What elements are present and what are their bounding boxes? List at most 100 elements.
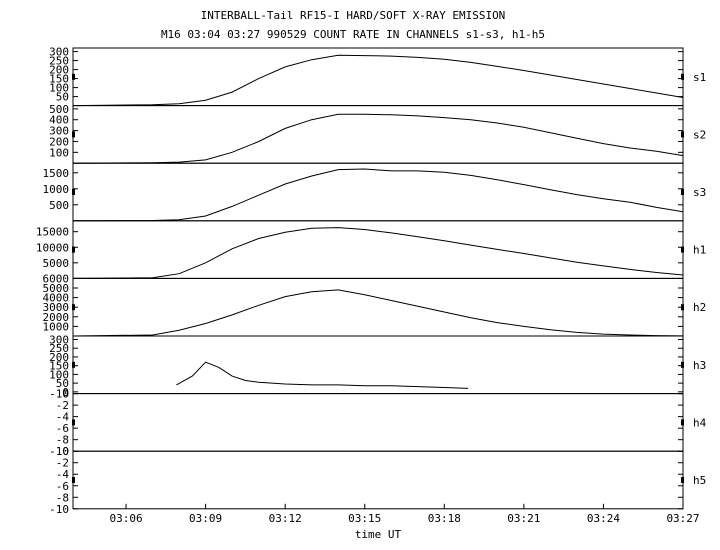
y-tick-label-s2: 400 <box>49 114 69 127</box>
y-tick-label-h4: -8 <box>56 434 69 447</box>
panel-label-h1: h1 <box>693 244 706 257</box>
y-tick-label-s2: 300 <box>49 125 69 138</box>
x-tick-label: 03:12 <box>269 512 302 525</box>
y-tick-label-h3: 0 <box>62 386 69 399</box>
chart-subtitle: M16 03:04 03:27 990529 COUNT RATE IN CHA… <box>161 28 545 41</box>
y-tick-label-h1: 5000 <box>43 257 70 270</box>
panel-label-h3: h3 <box>693 359 706 372</box>
panel-frame-s3 <box>72 162 684 222</box>
panel-frame-h4 <box>72 393 684 452</box>
x-tick-label: 03:15 <box>348 512 381 525</box>
y-tick-label-h1: 10000 <box>36 241 69 254</box>
y-tick-label-h4: 0 <box>62 388 69 401</box>
x-axis: 03:06 03:09 03:12 03:15 03:18 03:21 03:24 03:27 <box>109 503 700 525</box>
panel-marker-left <box>72 477 75 483</box>
panel-label-h2: h2 <box>693 301 706 314</box>
y-tick-label-h2: 6000 <box>43 272 70 285</box>
panel-label-h5: h5 <box>693 474 706 487</box>
panel-marker-right <box>681 246 684 253</box>
y-tick-label-h3: 50 <box>56 377 69 390</box>
y-tick-label-s3: 1000 <box>43 183 70 196</box>
panel-label-s3: s3 <box>693 186 706 199</box>
series-line-s3 <box>72 168 684 222</box>
series-line-s1 <box>72 54 684 107</box>
y-tick-label-s1: 250 <box>49 55 69 68</box>
y-tick-label-h3: -10 <box>49 388 69 401</box>
y-tick-label-h2: 1000 <box>43 320 70 333</box>
y-tick-label-h4: -10 <box>49 445 69 458</box>
y-tick-label-h5: 0 <box>62 445 69 458</box>
panel-marker-right <box>681 73 684 80</box>
panel-marker-left <box>72 246 75 253</box>
chart-title: INTERBALL-Tail RF15-I HARD/SOFT X-RAY EM… <box>201 9 506 22</box>
y-tick-label-h3: 200 <box>49 351 69 364</box>
panel-s3: 1500 1000 500 s3 <box>43 162 706 222</box>
y-tick-label-s1: 300 <box>49 46 69 59</box>
x-tick-label: 03:06 <box>109 512 142 525</box>
y-tick-label-s2: 100 <box>49 146 69 159</box>
y-tick-label-h3: 250 <box>49 342 69 355</box>
panel-marker-left <box>72 189 75 195</box>
x-tick-label: 03:27 <box>666 512 699 525</box>
x-tick-label: 03:24 <box>587 512 620 525</box>
series-line-s2 <box>72 113 684 164</box>
y-tick-label-h3: 150 <box>49 360 69 373</box>
panel-frame-h1 <box>72 220 684 279</box>
y-tick-label-s3: 500 <box>49 199 69 212</box>
y-tick-label-h4: -4 <box>56 411 70 424</box>
panel-marker-left <box>72 304 75 311</box>
y-tick-label-s1: 100 <box>49 82 69 95</box>
y-tick-label-s2: 500 <box>49 103 69 116</box>
panel-marker-left <box>72 419 75 426</box>
y-tick-label-s1: 150 <box>49 73 69 86</box>
y-tick-label-h2: 2000 <box>43 311 70 324</box>
panel-marker-right <box>681 189 684 195</box>
y-tick-label-h5: -6 <box>56 480 69 493</box>
series-line-h1 <box>72 227 684 279</box>
panel-marker-left <box>72 361 75 368</box>
panel-marker-left <box>72 73 75 80</box>
y-tick-label-s1: 50 <box>56 91 69 104</box>
y-tick-label-s2: 200 <box>49 135 69 148</box>
panel-frame-s1 <box>72 47 684 107</box>
y-tick-label-h4: -2 <box>56 399 69 412</box>
x-tick-label: 03:18 <box>428 512 461 525</box>
panel-marker-right <box>681 304 684 311</box>
panel-frame-h2 <box>72 277 684 337</box>
series-line-h2 <box>72 289 684 337</box>
x-tick-label: 03:09 <box>189 512 222 525</box>
x-axis-label: time UT <box>355 528 402 541</box>
panels-group: 30025020015010050s1500400300200100s21500… <box>36 46 707 516</box>
panel-frame-h3 <box>72 335 684 395</box>
y-tick-label-h5: -8 <box>56 491 69 504</box>
y-tick-label-s3: 1500 <box>43 167 70 180</box>
panel-label-s1: s1 <box>693 71 706 84</box>
panel-label-h4: h4 <box>693 416 707 429</box>
y-tick-label-h5: -10 <box>49 503 69 516</box>
panel-frame-h5 <box>72 450 684 510</box>
panel-h1: 15000 10000 5000 h1 <box>36 220 706 279</box>
y-tick-label-h5: -4 <box>56 468 70 481</box>
y-tick-label-h2: 4000 <box>43 292 70 305</box>
y-tick-label-h3: 300 <box>49 333 69 346</box>
panel-marker-left <box>72 131 75 138</box>
y-tick-label-h5: -2 <box>56 457 69 470</box>
panel-marker-right <box>681 419 684 426</box>
panel-marker-right <box>681 131 684 138</box>
y-tick-label-h2: 3000 <box>43 301 70 314</box>
y-tick-label-h3: 100 <box>49 368 69 381</box>
y-tick-label-s1: 200 <box>49 64 69 77</box>
y-tick-label-h1: 15000 <box>36 226 69 239</box>
y-tick-label-h4: -6 <box>56 422 69 435</box>
series-line-h3 <box>176 361 469 389</box>
panel-label-s2: s2 <box>693 128 706 141</box>
panel-marker-right <box>681 477 684 483</box>
panel-marker-right <box>681 361 684 368</box>
